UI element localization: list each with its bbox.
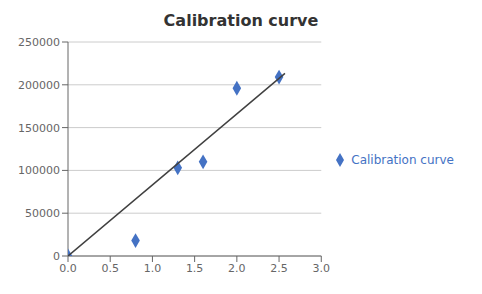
svg-text:100000: 100000	[18, 164, 60, 177]
svg-text:0: 0	[53, 250, 60, 263]
svg-text:2.0: 2.0	[228, 262, 246, 275]
html-text:Calibration curve: Calibration curve	[351, 152, 454, 167]
svg-text:50000: 50000	[25, 207, 60, 220]
svg-text:0.5: 0.5	[101, 262, 119, 275]
svg-text:3.0: 3.0	[313, 262, 331, 275]
html-text:Calibration curve: Calibration curve	[163, 11, 319, 30]
svg-text:0.0: 0.0	[59, 262, 77, 275]
svg-text:250000: 250000	[18, 36, 60, 49]
svg-text:200000: 200000	[18, 79, 60, 92]
svg-text:1.0: 1.0	[144, 262, 162, 275]
svg-text:2.5: 2.5	[270, 262, 288, 275]
svg-text:1.5: 1.5	[186, 262, 204, 275]
svg-text:150000: 150000	[18, 122, 60, 135]
